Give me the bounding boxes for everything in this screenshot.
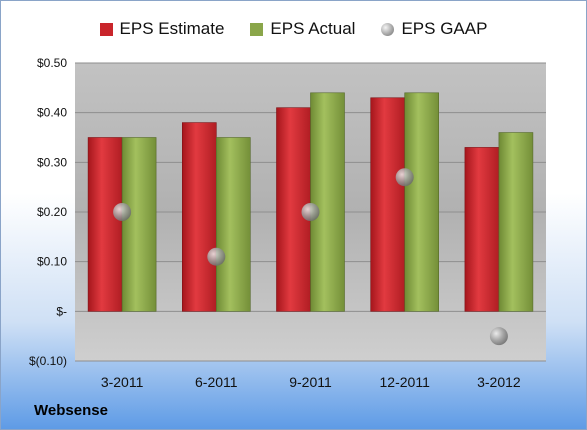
- y-axis-labels: $0.50 $0.40 $0.30 $0.20 $0.10 $- $(0.10): [29, 56, 67, 368]
- legend-item-estimate: EPS Estimate: [99, 19, 225, 39]
- y-tick-label: $(0.10): [29, 354, 67, 368]
- gaap-points: [113, 168, 508, 346]
- y-tick-label: $0.50: [37, 56, 67, 70]
- y-tick-label: $0.30: [37, 155, 67, 169]
- x-tick-label: 6-2011: [195, 374, 238, 390]
- point-eps-gaap: [207, 247, 226, 266]
- bars: [87, 92, 534, 312]
- bar-eps-actual: [310, 92, 345, 312]
- point-eps-gaap: [395, 168, 414, 187]
- y-tick-label: $0.20: [37, 205, 67, 219]
- legend-label-estimate: EPS Estimate: [119, 19, 225, 38]
- point-eps-gaap: [489, 327, 508, 346]
- legend-item-gaap: EPS GAAP: [381, 19, 487, 39]
- y-tick-label: $0.40: [37, 106, 67, 120]
- x-axis-labels: 3-2011 6-2011 9-2011 12-2011 3-2012: [101, 374, 521, 390]
- legend-swatch-gaap: [381, 22, 395, 36]
- y-tick-label: $0.10: [37, 255, 67, 269]
- bar-eps-estimate: [370, 97, 406, 312]
- point-eps-gaap: [113, 203, 132, 221]
- legend-label-gaap: EPS GAAP: [401, 19, 488, 38]
- legend: EPS Estimate EPS Actual EPS GAAP: [1, 17, 586, 41]
- legend-swatch-actual: [250, 22, 264, 36]
- x-tick-label: 9-2011: [289, 374, 332, 390]
- legend-label-actual: EPS Actual: [270, 19, 356, 38]
- bar-eps-actual: [404, 92, 440, 312]
- x-tick-label: 12-2011: [380, 374, 431, 390]
- bar-eps-estimate: [464, 147, 500, 312]
- x-tick-label: 3-2011: [101, 374, 144, 390]
- bar-eps-actual: [498, 132, 534, 312]
- legend-item-actual: EPS Actual: [250, 19, 355, 39]
- point-eps-gaap: [301, 203, 320, 221]
- legend-swatch-estimate: [99, 22, 113, 36]
- x-tick-label: 3-2012: [477, 374, 521, 390]
- company-name: Websense: [34, 402, 108, 419]
- y-tick-label: $-: [56, 304, 67, 318]
- bar-eps-actual: [216, 137, 251, 312]
- bar-eps-estimate: [87, 137, 123, 312]
- bar-eps-estimate: [182, 122, 217, 312]
- bar-eps-actual: [121, 137, 157, 312]
